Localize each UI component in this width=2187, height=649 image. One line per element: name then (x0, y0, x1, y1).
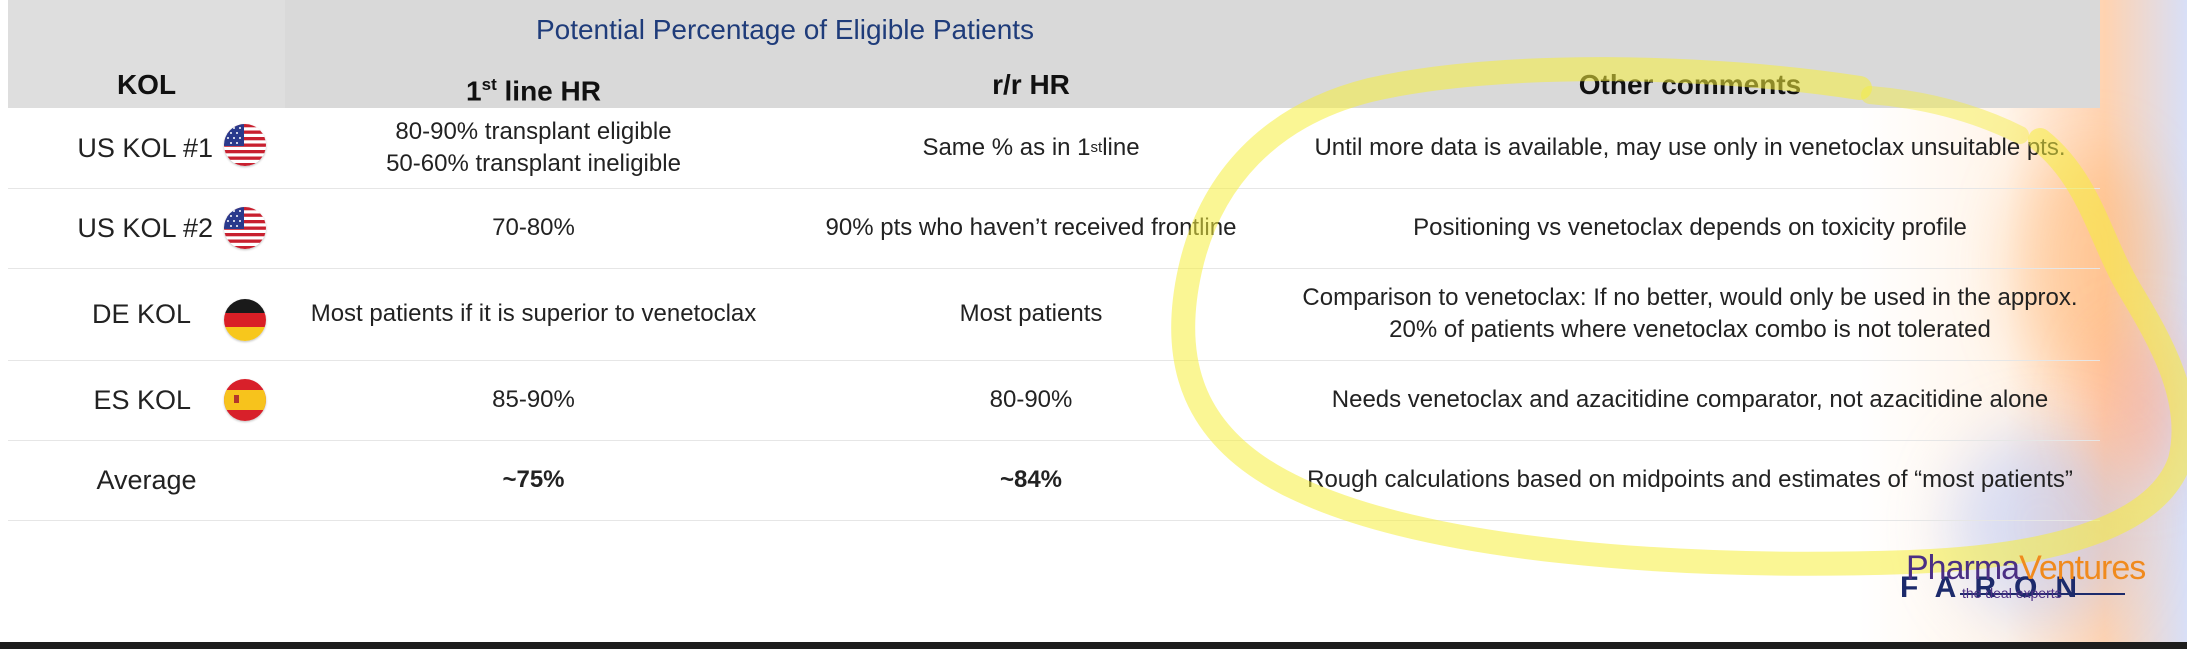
rr-average: ~84% (999, 466, 1063, 493)
company-logo: FARON PharmaVentures the deal experts (1900, 548, 2146, 608)
first-line-average: ~75% (502, 466, 565, 493)
pharmaventures-logo-text: PharmaVentures (1906, 549, 2146, 587)
kol-name: US KOL #1 (77, 132, 213, 163)
comment-text: Comparison to venetoclax: If no better, … (1302, 284, 2078, 343)
first-line-value: 70-80% (492, 214, 575, 241)
bottom-bar (0, 642, 2187, 649)
rr-value: Most patients (959, 300, 1103, 327)
header-comments: Other comments (1578, 69, 1802, 100)
faron-logo-text: FARON (1900, 571, 2095, 604)
first-line-value: 80-90% transplant eligible 50-60% transp… (386, 118, 681, 177)
us-flag-icon (224, 207, 266, 249)
kol-name: DE KOL (91, 298, 191, 329)
kol-name: ES KOL (93, 384, 191, 415)
kol-name: US KOL #2 (77, 212, 213, 243)
rr-value: 80-90% (989, 386, 1073, 413)
us-flag-icon (224, 124, 266, 166)
table-row: US KOL #2 70-80% 90% pts who haven’t rec… (8, 188, 2100, 269)
logo-tagline: the deal experts (1962, 585, 2062, 601)
table-row: DE KOL Most patients if it is superior t… (8, 268, 2100, 361)
table-row: ES KOL 85-90% 80-90% Needs venetoclax an… (8, 360, 2100, 441)
header-kol: KOL (116, 69, 177, 100)
table-row: Average ~75% ~84% Rough calculations bas… (8, 440, 2100, 521)
comment-text: Needs venetoclax and azacitidine compara… (1331, 386, 2049, 413)
first-line-value: Most patients if it is superior to venet… (310, 300, 757, 327)
spain-flag-icon (224, 379, 266, 421)
comment-text: Rough calculations based on midpoints an… (1307, 466, 2073, 493)
germany-flag-icon (224, 299, 266, 341)
table-row: US KOL #1 80-90% transplant eligible 50-… (8, 108, 2100, 189)
header-first-line: 1st line HR (466, 75, 601, 107)
logo-underline (1960, 593, 2125, 595)
rr-value: 90% pts who haven’t received frontline (825, 214, 1237, 241)
comment-text: Positioning vs venetoclax depends on tox… (1413, 214, 1967, 241)
background-glow-red (2097, 330, 2187, 480)
header-kol-cell (8, 0, 285, 108)
header-rr: r/r HR (992, 69, 1070, 100)
first-line-value: 85-90% (492, 386, 575, 413)
kol-name: Average (96, 465, 197, 495)
table-super-title: Potential Percentage of Eligible Patient… (535, 14, 1035, 45)
comment-text: Until more data is available, may use on… (1314, 134, 2066, 161)
